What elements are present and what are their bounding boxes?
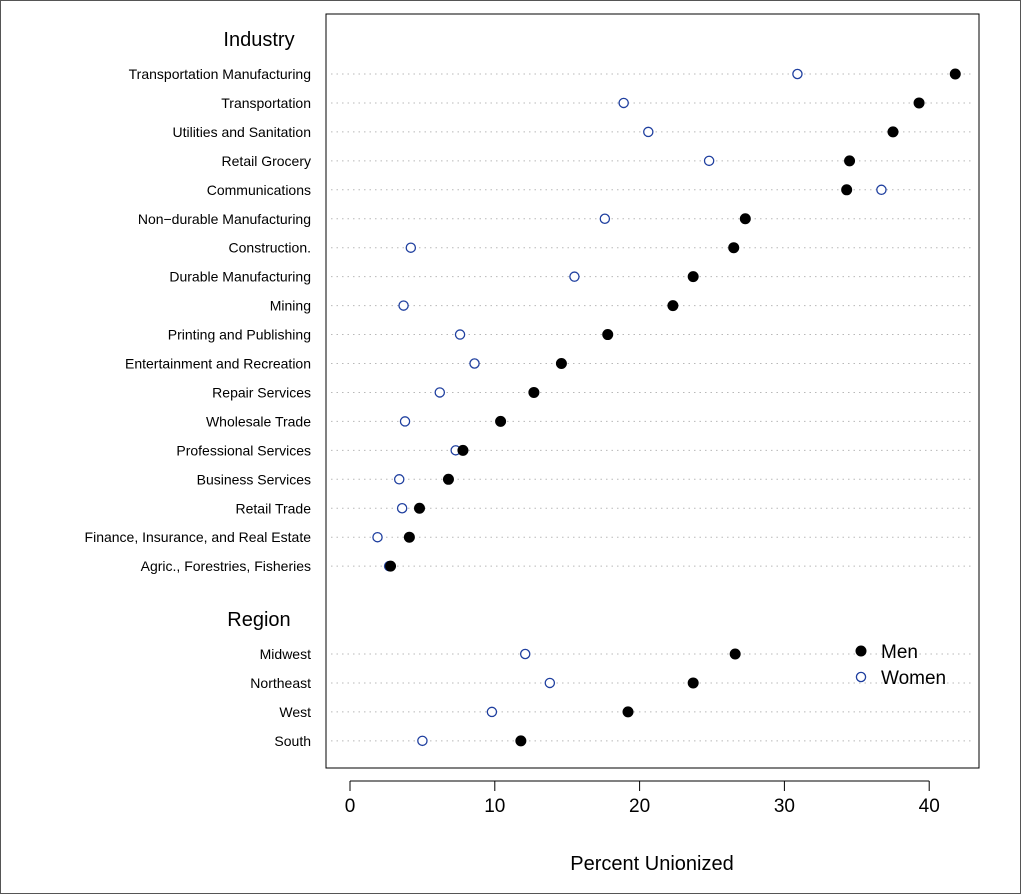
category-label-non-durable-manufacturing: Non−durable Manufacturing <box>138 211 311 227</box>
women-point-west <box>486 706 498 718</box>
men-point-business-services <box>442 473 454 485</box>
men-point-entertainment-and-recreation <box>555 358 567 369</box>
plot-box <box>325 13 980 769</box>
women-point-wholesale-trade <box>399 416 411 427</box>
men-point-finance-insurance-and-real-estate <box>403 531 415 543</box>
category-label-south: South <box>274 733 311 749</box>
category-label-repair-services: Repair Services <box>212 384 311 400</box>
category-label-construction: Construction. <box>229 240 311 256</box>
x-tick-label-0: 0 <box>345 796 356 817</box>
men-point-northeast <box>687 677 699 689</box>
category-label-finance-insurance-and-real-estate: Finance, Insurance, and Real Estate <box>85 529 312 545</box>
men-point-mining <box>667 300 679 312</box>
category-label-agric-forestries-fisheries: Agric., Forestries, Fisheries <box>141 558 311 574</box>
women-point-business-services <box>393 474 405 485</box>
x-tick-label-40: 40 <box>919 796 940 817</box>
men-point-west <box>622 706 634 718</box>
legend-label-women: Women <box>881 668 946 689</box>
men-point-retail-trade <box>414 502 426 514</box>
men-point-repair-services <box>528 386 540 398</box>
group-title-region: Region <box>227 609 290 631</box>
women-point-midwest <box>519 648 531 660</box>
women-point-transportation-manufacturing <box>792 68 803 80</box>
category-label-utilities-and-sanitation: Utilities and Sanitation <box>172 124 311 140</box>
category-label-retail-trade: Retail Trade <box>236 500 312 516</box>
men-point-professional-services <box>457 444 469 456</box>
category-label-communications: Communications <box>207 182 311 198</box>
category-label-mining: Mining <box>270 298 311 314</box>
category-label-printing-and-publishing: Printing and Publishing <box>168 327 311 343</box>
women-point-transportation <box>618 97 629 109</box>
legend-marker-women <box>855 671 867 683</box>
legend-label-men: Men <box>881 642 918 663</box>
women-point-printing-and-publishing <box>454 329 466 340</box>
women-point-finance-insurance-and-real-estate <box>372 531 383 543</box>
category-label-transportation: Transportation <box>221 95 311 111</box>
category-label-wholesale-trade: Wholesale Trade <box>206 413 311 429</box>
men-point-transportation-manufacturing <box>949 68 961 80</box>
category-label-northeast: Northeast <box>250 675 311 691</box>
x-tick-label-10: 10 <box>484 796 505 817</box>
men-point-south <box>515 735 527 747</box>
x-tick-label-20: 20 <box>629 796 650 817</box>
women-point-retail-grocery <box>703 155 715 167</box>
category-label-professional-services: Professional Services <box>176 442 311 458</box>
women-point-retail-trade <box>396 502 408 514</box>
women-point-northeast <box>544 677 556 689</box>
legend-marker-men <box>855 645 867 657</box>
men-point-utilities-and-sanitation <box>887 126 899 138</box>
category-label-durable-manufacturing: Durable Manufacturing <box>169 269 311 285</box>
women-point-construction <box>405 242 417 253</box>
women-point-mining <box>398 300 409 311</box>
women-point-utilities-and-sanitation <box>643 126 654 138</box>
category-label-transportation-manufacturing: Transportation Manufacturing <box>129 66 311 82</box>
group-title-industry: Industry <box>223 29 294 51</box>
category-label-retail-grocery: Retail Grocery <box>222 153 311 169</box>
men-point-agric-forestries-fisheries <box>385 560 397 572</box>
men-point-non-durable-manufacturing <box>739 213 751 225</box>
men-point-midwest <box>729 648 741 660</box>
women-point-non-durable-manufacturing <box>599 213 611 224</box>
women-point-durable-manufacturing <box>569 271 580 282</box>
x-axis-title: Percent Unionized <box>570 853 733 875</box>
men-point-retail-grocery <box>844 155 856 167</box>
women-point-repair-services <box>434 387 446 398</box>
women-point-communications <box>876 184 887 196</box>
women-point-south <box>417 735 428 747</box>
women-point-entertainment-and-recreation <box>469 358 480 369</box>
category-label-entertainment-and-recreation: Entertainment and Recreation <box>125 356 311 372</box>
men-point-printing-and-publishing <box>602 329 614 341</box>
men-point-transportation <box>913 97 925 109</box>
men-point-wholesale-trade <box>495 415 507 427</box>
men-point-communications <box>841 184 853 196</box>
men-point-construction <box>728 242 740 254</box>
category-label-west: West <box>279 704 311 720</box>
x-tick-label-30: 30 <box>774 796 795 817</box>
category-label-business-services: Business Services <box>197 471 311 487</box>
men-point-durable-manufacturing <box>687 271 699 283</box>
category-label-midwest: Midwest <box>260 646 311 662</box>
